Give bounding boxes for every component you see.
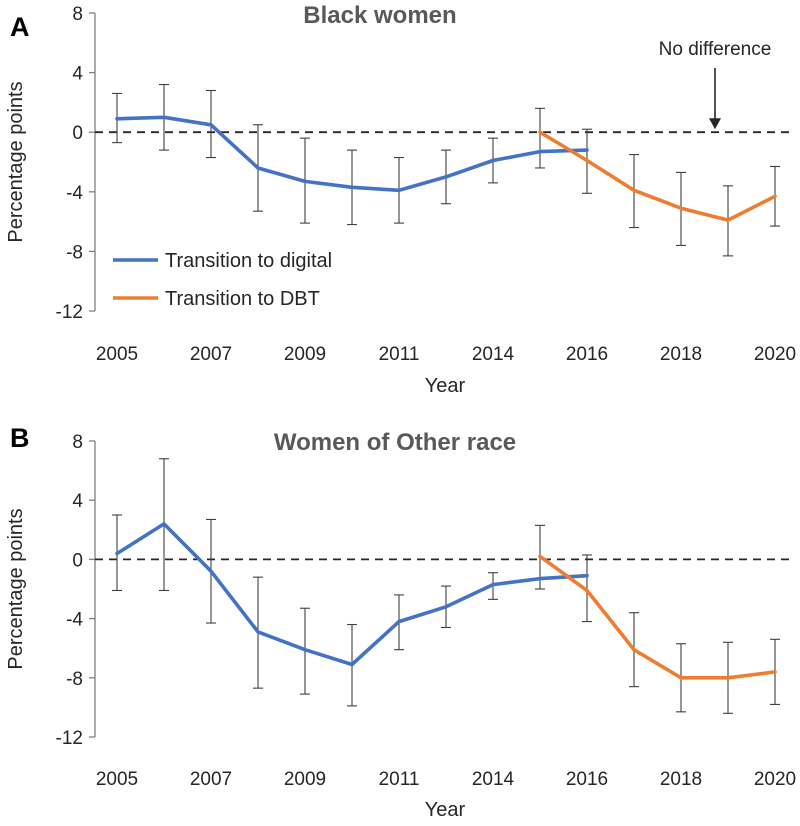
y-tick-label: 0 xyxy=(72,123,83,144)
x-tick-label: 2020 xyxy=(754,769,796,790)
annotation-label: No difference xyxy=(659,39,772,60)
panel-letter: A xyxy=(10,12,30,42)
x-tick-label: 2009 xyxy=(284,344,326,365)
y-tick-label: -4 xyxy=(66,610,83,631)
x-tick-label: 2007 xyxy=(190,344,232,365)
x-tick-label: 2018 xyxy=(660,769,702,790)
series-line-transition-to-dbt xyxy=(538,130,777,222)
legend: Transition to digital Transition to DBT xyxy=(113,250,332,310)
series-line-transition-to-digital xyxy=(115,522,589,667)
y-tick-label: 8 xyxy=(72,4,83,25)
x-tick-label: 2020 xyxy=(754,344,796,365)
series-line-transition-to-dbt xyxy=(538,554,777,680)
chart-title: Women of Other race xyxy=(274,429,516,456)
x-tick-label: 2009 xyxy=(284,769,326,790)
series-line-transition-to-digital xyxy=(115,115,589,193)
y-axis-title: Percentage points xyxy=(5,81,27,242)
x-tick-label: 2005 xyxy=(96,769,138,790)
y-tick-label: 0 xyxy=(72,550,83,571)
y-tick-label: 4 xyxy=(72,491,83,512)
y-tick-label: -12 xyxy=(56,302,83,323)
chart-title: Black women xyxy=(303,2,456,29)
x-tick-label: 2005 xyxy=(96,344,138,365)
y-tick-label: -4 xyxy=(66,183,83,204)
x-tick-label: 2014 xyxy=(472,769,515,790)
chart-panel-b: B Women of Other race Percentage points 8 4 0… xyxy=(5,423,796,821)
legend-label: Transition to DBT xyxy=(165,288,320,310)
x-axis-title: Year xyxy=(425,799,466,821)
x-axis-title: Year xyxy=(425,375,466,397)
x-tick-label: 2016 xyxy=(566,769,608,790)
x-tick-label: 2018 xyxy=(660,344,702,365)
annotation-arrow-head xyxy=(709,118,721,130)
chart-panel-a: A Black women Percentage points 8 4 0 -4 -8 -12 2… xyxy=(5,2,796,397)
y-tick-label: -8 xyxy=(66,242,83,263)
legend-label: Transition to digital xyxy=(165,250,332,272)
y-tick-label: -12 xyxy=(56,728,83,749)
y-axis-title: Percentage points xyxy=(5,508,27,669)
x-tick-label: 2014 xyxy=(472,344,515,365)
x-tick-label: 2016 xyxy=(566,344,608,365)
panel-letter: B xyxy=(10,423,30,453)
error-bar xyxy=(535,107,545,169)
x-tick-label: 2007 xyxy=(190,769,232,790)
y-tick-label: 8 xyxy=(72,432,83,453)
error-bar xyxy=(582,554,592,623)
y-tick-label: -8 xyxy=(66,669,83,690)
x-tick-label: 2011 xyxy=(379,769,420,790)
x-tick-label: 2011 xyxy=(379,344,420,365)
y-tick-label: 4 xyxy=(72,64,83,85)
